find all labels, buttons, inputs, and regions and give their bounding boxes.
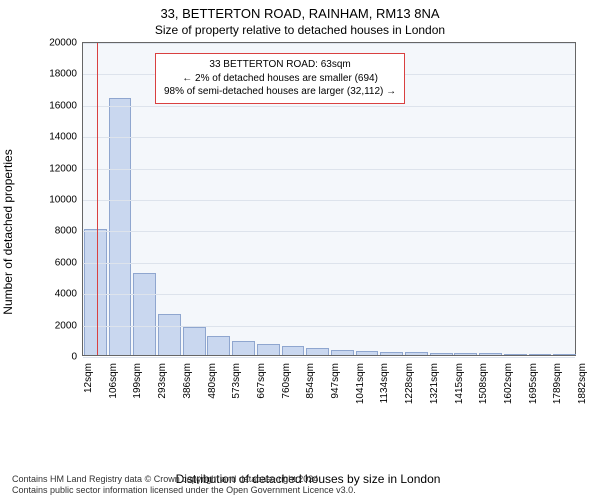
x-tick-label: 386sqm: [182, 359, 193, 399]
y-tick-label: 20000: [49, 38, 83, 49]
x-tick-label: 1789sqm: [552, 359, 563, 404]
histogram-bar: [306, 348, 329, 355]
y-tick-label: 12000: [49, 163, 83, 174]
x-tick-label: 1882sqm: [577, 359, 588, 404]
annotation-line: 98% of semi-detached houses are larger (…: [164, 85, 396, 99]
y-tick-label: 2000: [55, 320, 83, 331]
grid-line: [83, 231, 575, 232]
grid-line: [83, 357, 575, 358]
x-tick-label: 1134sqm: [379, 359, 390, 403]
histogram-bar: [207, 336, 230, 355]
page-subtitle: Size of property relative to detached ho…: [0, 23, 600, 37]
grid-line: [83, 326, 575, 327]
histogram-bar: [282, 346, 305, 355]
y-tick-label: 10000: [49, 195, 83, 206]
x-tick-label: 667sqm: [256, 359, 267, 399]
histogram-bar: [479, 353, 502, 355]
histogram-bar: [553, 354, 576, 355]
histogram-bar: [331, 350, 354, 355]
y-tick-label: 4000: [55, 289, 83, 300]
histogram-bar: [257, 344, 280, 355]
x-tick-label: 1602sqm: [503, 359, 514, 404]
histogram-bar: [109, 98, 132, 355]
y-tick-label: 0: [71, 352, 83, 363]
x-tick-label: 1695sqm: [528, 359, 539, 404]
x-tick-label: 1228sqm: [404, 359, 415, 404]
x-tick-label: 854sqm: [305, 359, 316, 399]
histogram-bar: [158, 314, 181, 355]
histogram-bar: [232, 341, 255, 355]
footer-attribution: Contains HM Land Registry data © Crown c…: [12, 474, 356, 497]
x-tick-label: 1415sqm: [454, 359, 465, 404]
histogram-bar: [454, 353, 477, 355]
annotation-line: 33 BETTERTON ROAD: 63sqm: [164, 58, 396, 72]
x-tick-label: 1508sqm: [478, 359, 489, 404]
annotation-box: 33 BETTERTON ROAD: 63sqm← 2% of detached…: [155, 53, 405, 104]
x-tick-label: 760sqm: [281, 359, 292, 399]
footer-line-1: Contains HM Land Registry data © Crown c…: [12, 474, 356, 485]
x-tick-label: 293sqm: [157, 359, 168, 399]
footer-line-2: Contains public sector information licen…: [12, 485, 356, 496]
histogram-bar: [430, 353, 453, 355]
histogram-bar: [84, 229, 107, 355]
histogram-bar: [504, 354, 527, 355]
y-tick-label: 6000: [55, 257, 83, 268]
page-title: 33, BETTERTON ROAD, RAINHAM, RM13 8NA: [0, 6, 600, 21]
chart-container: Number of detached properties 0200040006…: [38, 42, 578, 422]
y-tick-label: 8000: [55, 226, 83, 237]
histogram-bar: [183, 327, 206, 355]
histogram-bar: [133, 273, 156, 355]
grid-line: [83, 263, 575, 264]
grid-line: [83, 43, 575, 44]
x-tick-label: 947sqm: [330, 359, 341, 399]
marker-line: [97, 43, 98, 355]
grid-line: [83, 169, 575, 170]
histogram-bar: [380, 352, 403, 355]
grid-line: [83, 137, 575, 138]
x-tick-label: 1041sqm: [355, 359, 366, 404]
x-tick-label: 573sqm: [231, 359, 242, 399]
y-tick-label: 14000: [49, 132, 83, 143]
grid-line: [83, 200, 575, 201]
plot-area: 0200040006000800010000120001400016000180…: [82, 42, 576, 356]
x-tick-label: 12sqm: [83, 359, 94, 393]
y-axis-label: Number of detached properties: [1, 149, 15, 314]
grid-line: [83, 106, 575, 107]
x-tick-label: 106sqm: [108, 359, 119, 399]
y-tick-label: 16000: [49, 100, 83, 111]
x-tick-label: 480sqm: [207, 359, 218, 399]
annotation-line: ← 2% of detached houses are smaller (694…: [164, 72, 396, 86]
y-tick-label: 18000: [49, 69, 83, 80]
histogram-bar: [529, 354, 552, 355]
x-tick-label: 1321sqm: [429, 359, 440, 404]
x-tick-label: 199sqm: [132, 359, 143, 399]
title-block: 33, BETTERTON ROAD, RAINHAM, RM13 8NA Si…: [0, 0, 600, 37]
grid-line: [83, 294, 575, 295]
histogram-bar: [356, 351, 379, 355]
histogram-bar: [405, 352, 428, 355]
